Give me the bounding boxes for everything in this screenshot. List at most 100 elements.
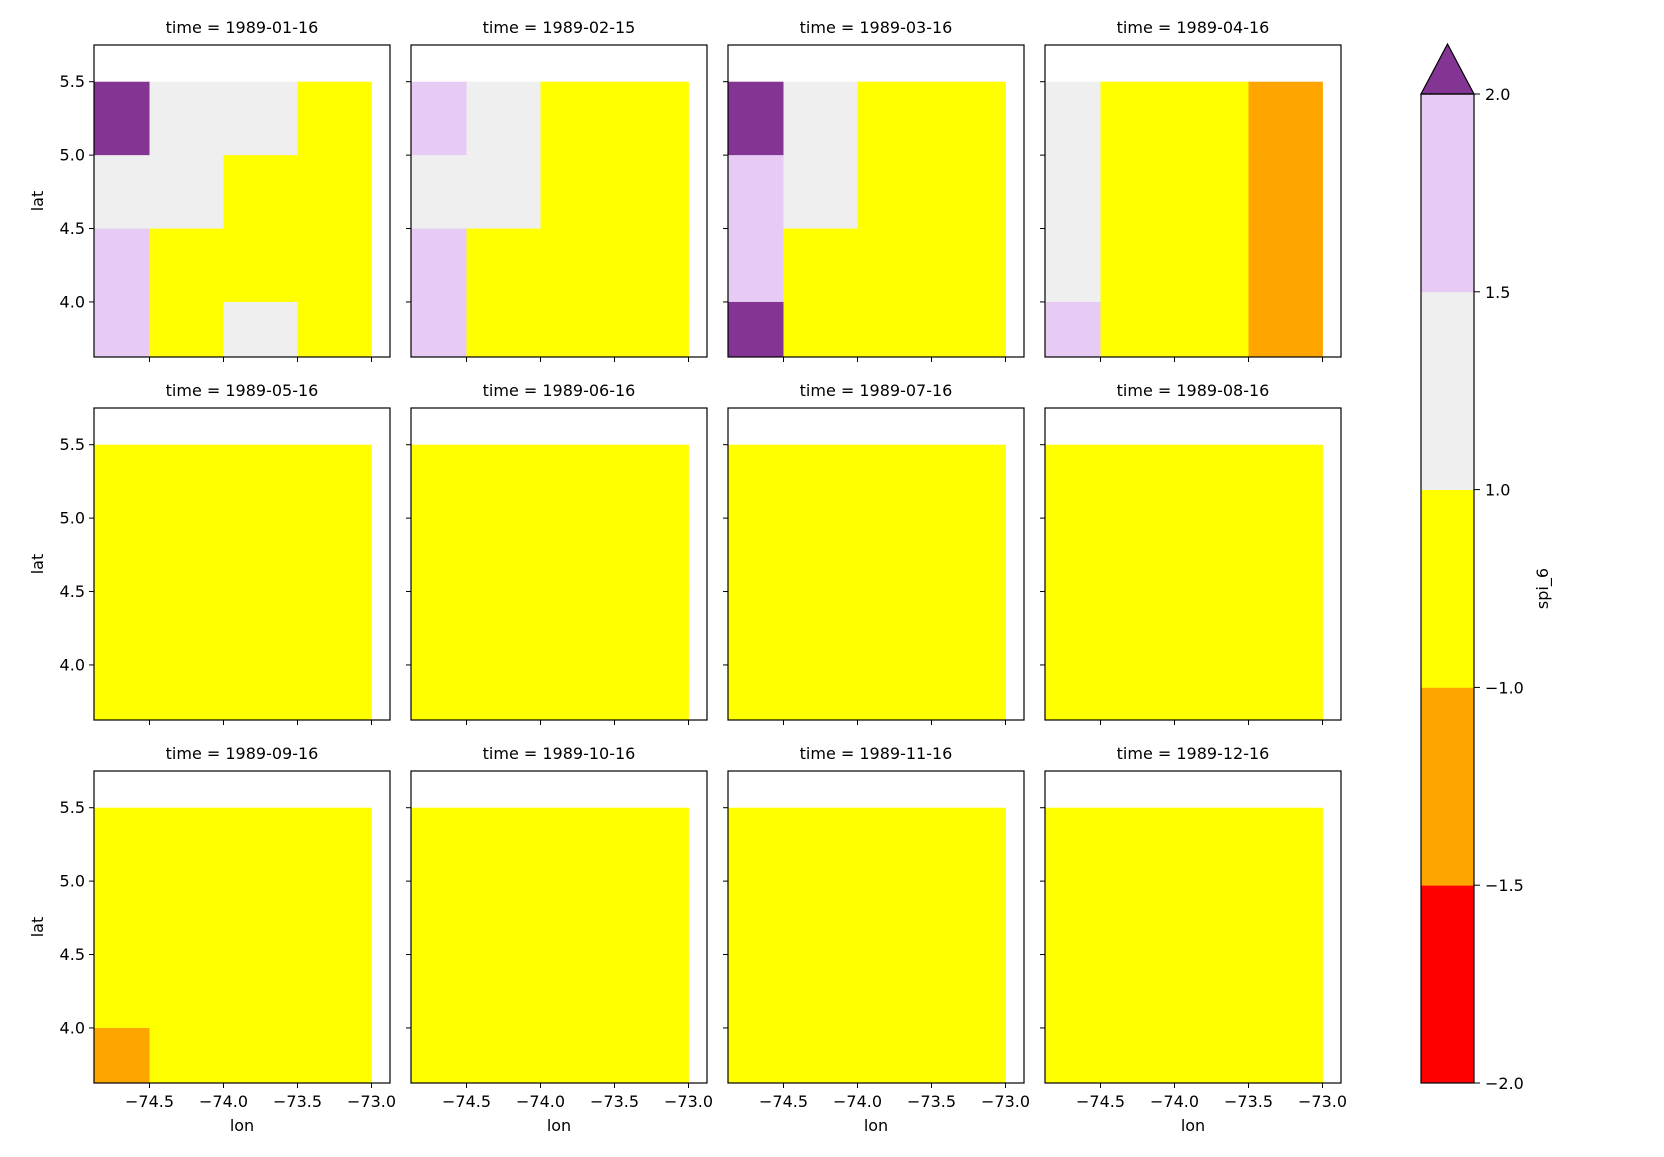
heat-cell [1248,518,1323,592]
heat-cell [297,954,372,1029]
heat-cell [857,228,932,303]
heat-cell [1174,1027,1249,1084]
heat-cell [728,228,784,303]
heat-cell [466,444,541,519]
heat-cell [783,81,858,156]
heat-cell [728,444,784,519]
facet-title: time = 1989-11-16 [800,744,953,763]
x-tick-label: −73.0 [1298,1092,1347,1111]
heat-cell [149,444,224,519]
heat-cell [614,591,689,666]
heat-cell [297,444,372,519]
x-axis-label: lon [547,1116,571,1135]
heat-cell [931,518,1006,592]
heat-cell [223,881,298,955]
y-tick-label: 5.0 [60,872,85,891]
heat-cell [1248,155,1323,229]
y-tick-label: 4.5 [60,219,85,238]
y-tick-label: 4.0 [60,1018,85,1037]
heat-cell [223,228,298,303]
heat-cell [94,518,150,592]
heat-cell [1248,228,1323,303]
axes-frame [1044,770,1342,1084]
y-axis-label: lat [28,554,47,575]
heat-cell [783,881,858,955]
heat-cell [466,664,541,721]
heat-cell [931,444,1006,519]
axes-frame [727,407,1025,721]
heat-cell [1174,228,1249,303]
heat-cell [223,444,298,519]
heat-cell [1100,881,1175,955]
axes-frame [93,770,391,1084]
heat-cell [540,155,615,229]
heat-cell [297,301,372,358]
y-tick-label: 5.0 [60,509,85,528]
heat-cell [1100,807,1175,882]
heat-cell [857,881,932,955]
colorbar-tick-label: −2.0 [1485,1074,1524,1093]
heat-cell [783,807,858,882]
facet-title: time = 1989-12-16 [1117,744,1270,763]
colorbar-tick-label: 2.0 [1485,85,1510,104]
heat-cell [783,591,858,666]
heat-cell [728,81,784,156]
heat-cell [1174,664,1249,721]
heat-cell [728,807,784,882]
x-tick-label: −73.5 [590,1092,639,1111]
y-tick-label: 4.0 [60,292,85,311]
heat-cell [149,301,224,358]
colorbar-frame [1420,93,1475,1084]
y-tick-label: 4.5 [60,582,85,601]
heat-cell [857,807,932,882]
heat-cell [466,155,541,229]
axes-frame [727,770,1025,1084]
heat-cell [1248,807,1323,882]
heat-cell [1248,881,1323,955]
heat-cell [297,807,372,882]
axes-frame [1044,407,1342,721]
heat-cell [297,664,372,721]
heat-cell [857,664,932,721]
heat-cell [1174,444,1249,519]
heat-cell [728,591,784,666]
heat-cell [149,807,224,882]
heat-cell [149,228,224,303]
heat-cell [466,954,541,1029]
heat-cell [783,664,858,721]
heat-cell [540,881,615,955]
heat-cell [857,591,932,666]
heat-cell [1174,807,1249,882]
heat-cell [94,301,150,358]
heat-cell [931,591,1006,666]
heat-cell [94,155,150,229]
heat-cell [1248,301,1323,358]
heat-cell [614,81,689,156]
facet-title: time = 1989-09-16 [166,744,319,763]
colorbar-tick-label: 1.5 [1485,283,1510,302]
heat-cell [728,954,784,1029]
axes-frame [410,44,708,358]
x-tick-label: −73.0 [664,1092,713,1111]
heat-cell [540,444,615,519]
heat-cell [297,1027,372,1084]
y-axis-label: lat [28,191,47,212]
heat-cell [857,444,932,519]
heat-cell [540,301,615,358]
heat-cell [223,81,298,156]
x-axis-label: lon [1181,1116,1205,1135]
heat-cell [857,301,932,358]
heat-cell [223,807,298,882]
heat-cell [466,807,541,882]
heat-cell [1045,518,1101,592]
heat-cell [1045,881,1101,955]
heat-cell [94,81,150,156]
x-tick-label: −74.5 [442,1092,491,1111]
heat-cell [931,155,1006,229]
heat-cell [783,155,858,229]
heat-cell [411,301,467,358]
heat-cell [614,1027,689,1084]
heat-cell [1174,155,1249,229]
heat-cell [931,807,1006,882]
heat-cell [149,518,224,592]
